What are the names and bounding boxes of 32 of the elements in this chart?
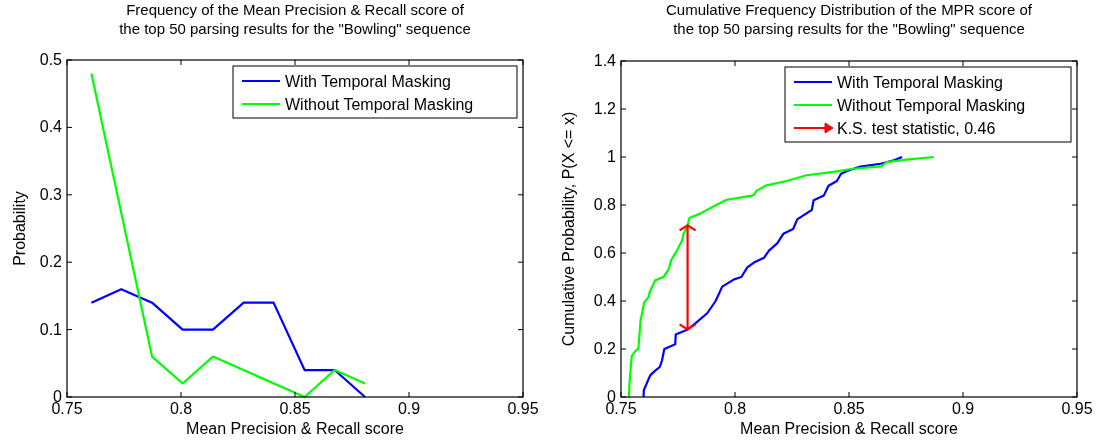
legend-label: Without Temporal Masking — [837, 97, 1026, 114]
legend-label: Without Temporal Masking — [285, 96, 474, 113]
y-axis-title: Probability — [11, 191, 28, 266]
x-tick-label: 0.85 — [279, 400, 311, 417]
y-tick-label: 1.2 — [593, 100, 617, 117]
legend-label: With Temporal Masking — [837, 74, 1003, 91]
y-tick-label: 0.3 — [39, 185, 63, 203]
line-series — [90, 288, 367, 399]
legend-label: K.S. test statistic, 0.46 — [837, 120, 996, 137]
y-tick-label: 0.8 — [593, 196, 617, 213]
x-tick-label: 0.9 — [397, 400, 421, 417]
x-tick-label: 0.95 — [1061, 400, 1093, 417]
x-tick-label: 0.9 — [951, 400, 975, 417]
chart-title: Cumulative Frequency Distribution of the MPR score of the top 50 parsing results for the "Bowling" sequence — [666, 1, 1033, 37]
legend-label: With Temporal Masking — [285, 73, 451, 90]
y-tick-label: 0.2 — [39, 253, 63, 271]
x-tick-label: 0.8 — [169, 400, 193, 417]
x-axis-title: Mean Precision & Recall score — [740, 420, 959, 437]
chart-title: Frequency of the Mean Precision & Recall score of the top 50 parsing results for the "Bowling" sequence — [119, 1, 471, 37]
y-tick-label: 1.4 — [593, 52, 617, 69]
x-tick-label: 0.95 — [507, 400, 539, 417]
y-tick-label: 0.4 — [39, 118, 63, 136]
y-tick-label: 0.5 — [39, 51, 63, 68]
x-tick-label: 0.85 — [833, 400, 865, 417]
y-axis-title: Cumulative Probability, P(X <= x) — [560, 111, 577, 347]
y-tick-label: 0.4 — [593, 292, 617, 309]
x-tick-label: 0.8 — [723, 400, 747, 417]
y-tick-label: 0.2 — [593, 340, 617, 357]
x-axis-title: Mean Precision & Recall score — [186, 420, 405, 437]
y-tick-label: 1 — [607, 148, 617, 165]
y-tick-label: 0.1 — [39, 320, 63, 338]
y-tick-label: 0.6 — [593, 244, 617, 261]
